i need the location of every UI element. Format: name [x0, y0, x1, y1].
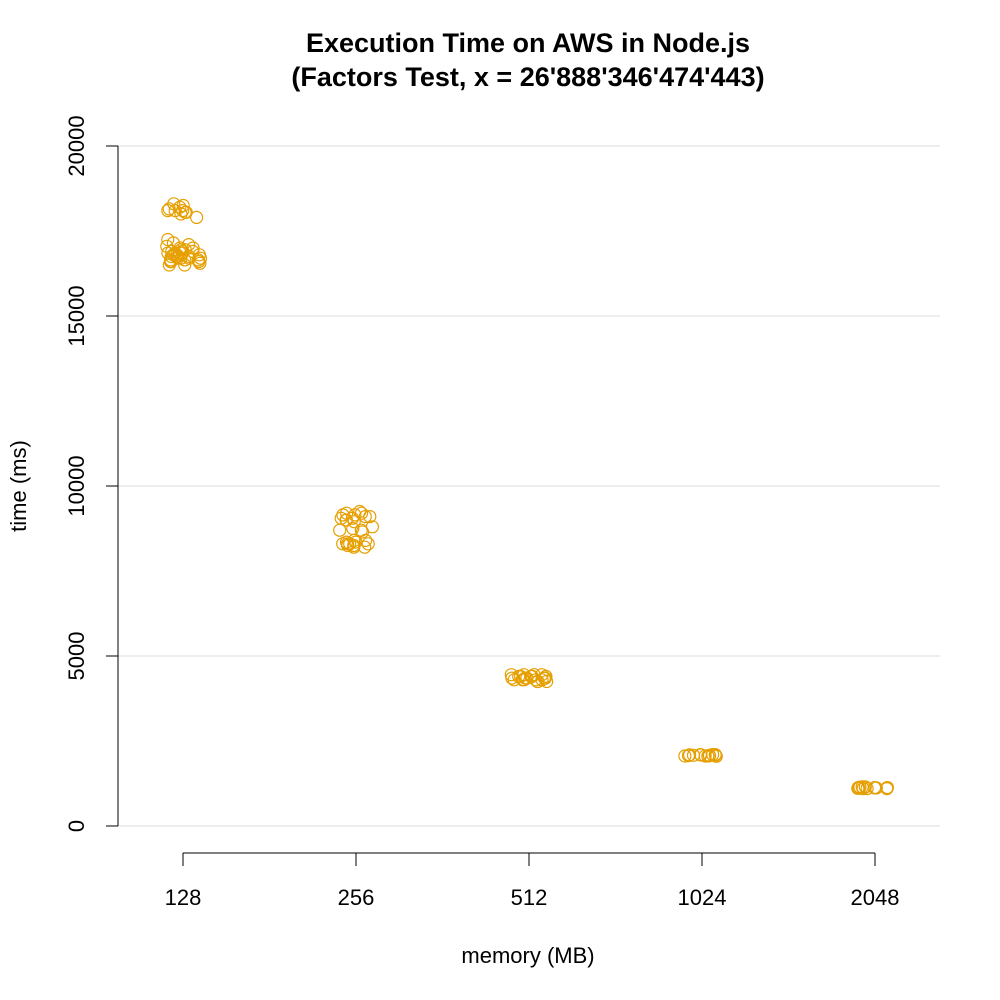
data-point [708, 747, 722, 762]
y-axis: 0 5000 10000 15000 20000 [64, 115, 119, 832]
data-point [358, 540, 372, 554]
gridlines [118, 145, 940, 827]
data-point [162, 202, 176, 216]
data-point [354, 506, 369, 520]
data-point [333, 523, 347, 537]
data-point [161, 204, 175, 218]
data-point [190, 210, 204, 224]
data-point [347, 538, 361, 553]
chart-title: Execution Time on AWS in Node.js [306, 28, 750, 58]
data-point [173, 200, 187, 214]
data-point [867, 780, 882, 795]
data-point [852, 781, 866, 795]
y-tick-label: 5000 [64, 632, 89, 681]
data-point [161, 246, 175, 260]
data-point [359, 533, 373, 548]
y-tick-label: 0 [64, 820, 89, 832]
data-point [191, 253, 205, 267]
data-point [358, 509, 372, 524]
data-point [682, 748, 697, 762]
data-point [701, 749, 715, 763]
data-point [880, 780, 895, 795]
x-tick-label: 2048 [851, 885, 900, 910]
y-axis-label: time (ms) [6, 440, 31, 532]
data-point [171, 249, 185, 264]
y-tick-label: 20000 [64, 115, 89, 176]
chart-subtitle: (Factors Test, x = 26'888'346'474'443) [291, 62, 764, 92]
data-points [160, 197, 895, 796]
data-point [341, 538, 355, 553]
x-tick-label: 128 [165, 885, 202, 910]
data-point [173, 241, 187, 255]
x-axis: 128 256 512 1024 2048 [165, 852, 900, 910]
data-point [540, 674, 554, 689]
data-point [193, 251, 208, 265]
y-tick-label: 15000 [64, 285, 89, 346]
data-point [347, 515, 361, 529]
y-tick-label: 10000 [64, 455, 89, 516]
data-point [178, 258, 192, 272]
data-point [520, 671, 534, 685]
data-point [365, 520, 379, 534]
data-point [361, 537, 375, 551]
x-tick-label: 512 [511, 885, 548, 910]
data-point [160, 239, 174, 253]
data-point [525, 669, 539, 684]
data-point [517, 673, 531, 687]
data-point [168, 204, 182, 218]
data-point [507, 673, 521, 687]
data-point [709, 749, 723, 763]
data-point [858, 780, 872, 794]
data-point [686, 748, 701, 762]
data-point [678, 749, 692, 763]
data-point [166, 236, 180, 250]
x-tick-label: 256 [338, 885, 375, 910]
data-point [163, 255, 178, 269]
data-point [860, 781, 874, 796]
x-axis-label: memory (MB) [461, 943, 594, 968]
x-tick-label: 1024 [678, 885, 727, 910]
